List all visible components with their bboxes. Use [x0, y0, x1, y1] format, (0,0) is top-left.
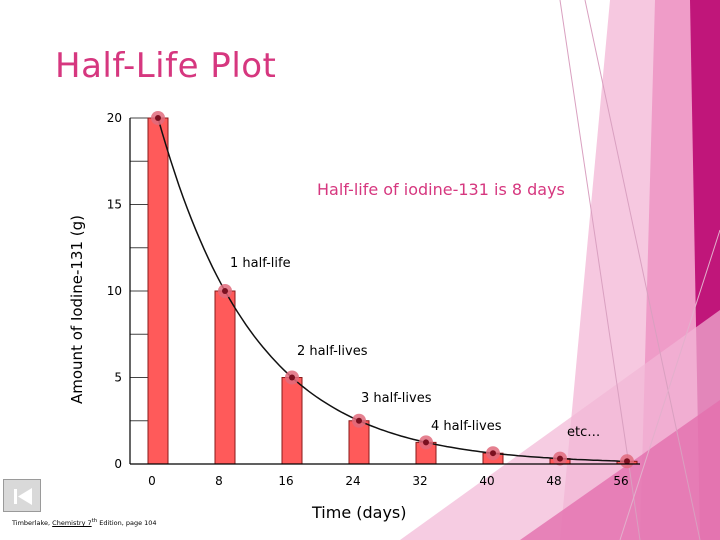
thin-line-2	[584, 0, 701, 540]
y-tick-label-10: 10	[107, 284, 122, 298]
marker-dot-32	[423, 439, 429, 446]
marker-dot-8	[222, 288, 228, 294]
annotation-2-half-lives: 2 half-lives	[297, 344, 368, 359]
y-tick-label-15: 15	[107, 198, 122, 212]
thin-line-1	[559, 0, 641, 540]
credit-sup: th	[91, 518, 98, 524]
marker-dot-48	[557, 455, 563, 462]
first-slide-button[interactable]	[3, 479, 41, 512]
marker-dot-40	[490, 450, 496, 457]
credit-suffix: Edition, page 104	[97, 519, 157, 528]
annotation-4-half-lives: 4 half-lives	[431, 419, 502, 434]
bar-16	[281, 377, 303, 465]
bar-8	[214, 290, 236, 465]
bar-0	[147, 117, 169, 465]
y-tick-label-20: 20	[107, 111, 122, 125]
x-tick-label-24: 24	[345, 474, 360, 488]
annotation-etc: etc…	[567, 425, 601, 440]
annotation-1-half-life: 1 half-life	[230, 256, 291, 271]
first-slide-icon	[14, 488, 32, 505]
x-tick-label-48: 48	[546, 474, 561, 488]
x-tick-label-16: 16	[278, 474, 293, 488]
y-axis-label: Amount of Iodine-131 (g)	[68, 214, 86, 404]
credit-book: Chemistry 7	[52, 519, 92, 528]
marker-dot-24	[356, 417, 362, 424]
x-axis-label: Time (days)	[312, 503, 407, 522]
thin-line-3	[619, 229, 720, 540]
x-tick-label-56: 56	[613, 474, 628, 488]
y-tick-label-5: 5	[114, 371, 122, 385]
slide-title: Half-Life Plot	[55, 46, 277, 86]
source-credit: Timberlake, Chemistry 7th Edition, page …	[12, 518, 157, 527]
marker-dot-0	[155, 115, 161, 121]
x-tick-label-8: 8	[215, 474, 223, 488]
annotation-3-half-lives: 3 half-lives	[361, 391, 432, 406]
decay-curve	[157, 117, 628, 463]
x-tick-label-40: 40	[479, 474, 494, 488]
y-tick-label-0: 0	[114, 457, 122, 471]
credit-prefix: Timberlake,	[12, 519, 53, 528]
pink-triangle-accent	[520, 400, 720, 540]
x-tick-label-32: 32	[412, 474, 427, 488]
x-tick-label-0: 0	[148, 474, 156, 488]
half-life-headline: Half-life of iodine-131 is 8 days	[317, 180, 565, 199]
marker-dot-56	[624, 458, 630, 465]
marker-dot-16	[289, 374, 295, 381]
